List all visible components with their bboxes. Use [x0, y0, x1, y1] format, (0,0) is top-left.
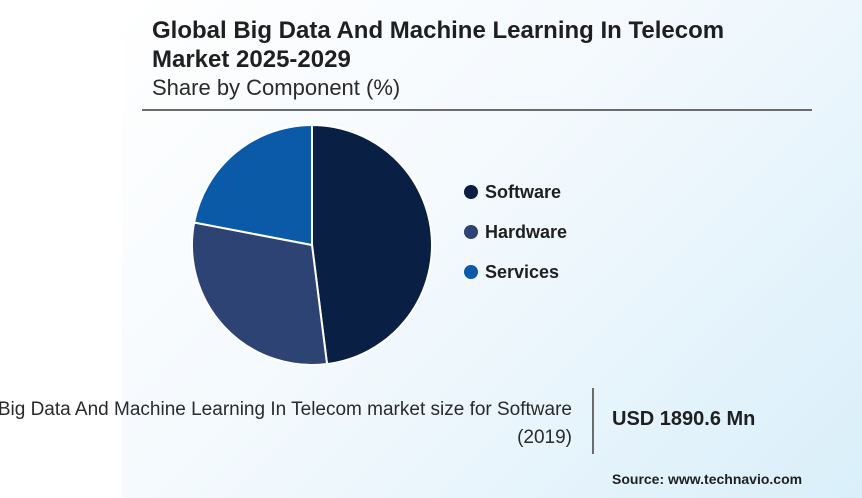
- chart-title: Global Big Data And Machine Learning In …: [152, 17, 725, 73]
- footer-divider: [592, 388, 594, 454]
- legend: Software Hardware Services: [464, 172, 567, 292]
- legend-swatch-software: [464, 185, 478, 199]
- chart-subtitle: Share by Component (%): [152, 75, 401, 100]
- legend-swatch-services: [464, 265, 478, 279]
- source-note: Source: www.technavio.com: [612, 471, 803, 487]
- market-size-caption: Big Data And Machine Learning In Telecom…: [0, 399, 572, 448]
- legend-label-hardware: Hardware: [485, 221, 568, 242]
- pie-slice-hardware: [191, 221, 329, 366]
- legend-swatch-hardware: [464, 225, 478, 239]
- legend-label-services: Services: [485, 261, 560, 282]
- market-size-value: USD 1890.6 Mn: [612, 408, 756, 430]
- pie-slice-software: [311, 123, 433, 366]
- legend-item-software: Software: [464, 172, 567, 212]
- pie-slice-services: [192, 123, 313, 247]
- pie-chart: [191, 123, 433, 366]
- legend-item-services: Services: [464, 252, 567, 292]
- legend-label-software: Software: [485, 181, 562, 202]
- title-divider: [142, 109, 812, 111]
- legend-item-hardware: Hardware: [464, 212, 567, 252]
